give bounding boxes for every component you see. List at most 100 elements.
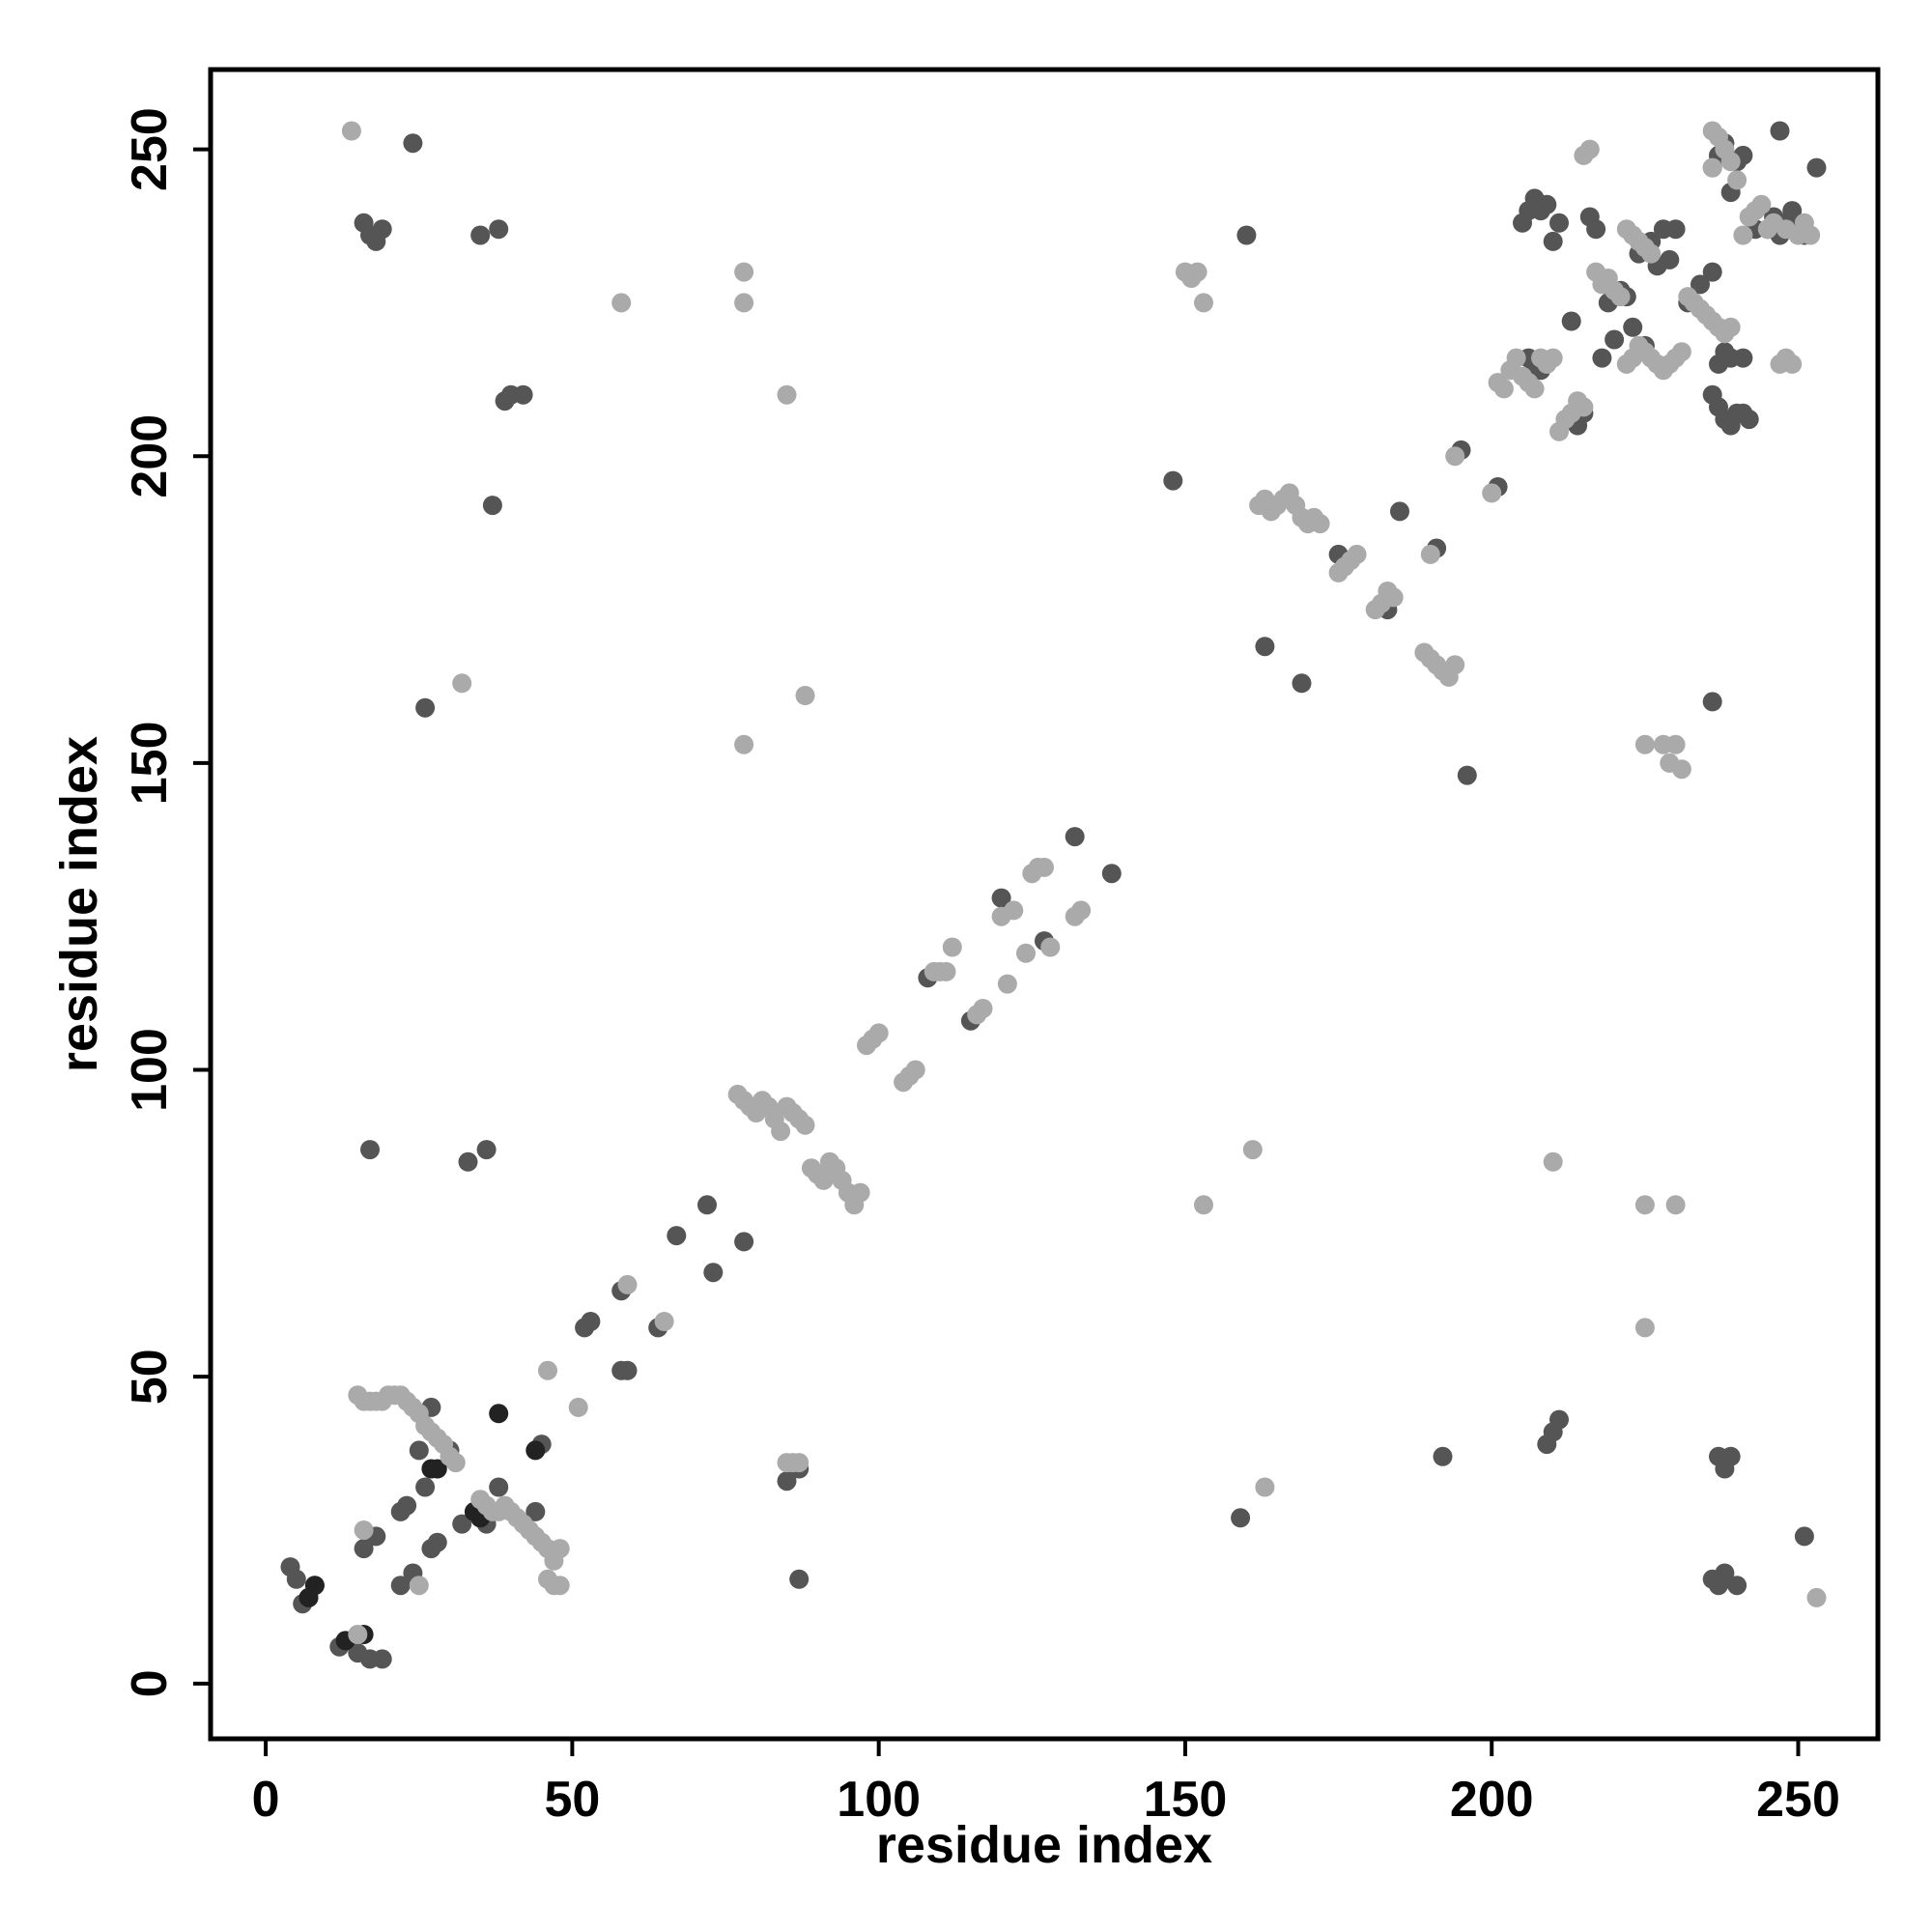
x-tick-label: 150 [1144,1772,1228,1828]
data-point [415,697,436,718]
data-point [1255,637,1275,657]
data-point [526,1440,546,1461]
data-point [360,1140,380,1160]
y-axis-title: residue index [50,736,108,1072]
data-point [1543,231,1563,251]
data-point [550,1576,570,1596]
data-point [1702,692,1722,712]
data-point [304,1576,325,1596]
data-point [415,1477,436,1497]
data-point [1493,379,1514,399]
data-point [734,262,754,282]
y-axis: 0 50 100 150 200 250 [122,107,211,1697]
data-point [1751,194,1772,214]
x-tick-label: 50 [544,1772,600,1828]
data-point [789,1453,810,1473]
data-point [452,673,472,694]
data-point [611,293,632,313]
data-point [427,1459,447,1479]
data-point [390,1576,411,1596]
data-point [1665,734,1686,754]
data-point [513,384,533,405]
data-point [1592,348,1612,368]
data-point [476,1140,497,1160]
data-point [1420,544,1440,564]
data-point [372,219,392,240]
data-point [905,1060,925,1080]
y-tick-label: 100 [122,1028,178,1112]
data-point [1634,1318,1655,1338]
data-point [617,1360,638,1380]
data-point [1163,470,1183,491]
data-point [538,1360,557,1380]
data-point [1543,348,1563,368]
data-point [1720,1446,1741,1466]
data-point [1016,943,1036,963]
data-point [1671,759,1691,780]
data-point [1720,152,1741,172]
data-point [1782,201,1803,221]
data-point [489,1477,509,1497]
y-tick-label: 50 [122,1349,178,1405]
data-point [795,1115,815,1135]
data-point [734,734,754,754]
data-point [1231,1508,1251,1528]
data-point [1720,317,1741,337]
y-tick-label: 150 [122,722,178,806]
data-point [1671,342,1691,362]
data-point [581,1312,601,1331]
data-point [1586,219,1606,240]
data-point [1806,1587,1827,1607]
data-point [348,1625,368,1644]
data-point [1574,397,1594,417]
data-point [470,225,491,245]
data-point [789,1569,810,1589]
data-point [1733,348,1753,368]
data-point [1292,673,1312,694]
data-point [1561,311,1581,331]
y-tick-label: 250 [122,107,178,191]
data-point [771,1122,791,1142]
data-point [427,1532,447,1552]
data-point [1543,1151,1563,1172]
data-point [795,686,815,705]
data-point [403,133,423,154]
data-point [1194,293,1213,313]
data-point [1242,1140,1263,1160]
data-point [734,293,754,313]
data-point [868,1023,889,1043]
data-point [777,1471,797,1492]
data-point [1065,827,1085,847]
data-point [1187,262,1208,282]
data-point [1770,121,1790,141]
data-point [1782,354,1803,374]
data-point [354,1539,374,1559]
data-point [1071,900,1092,921]
data-point [734,1232,754,1252]
data-point [1549,1409,1569,1430]
data-point [997,974,1017,994]
data-point [1524,379,1545,399]
data-point [1801,225,1821,245]
data-point [1445,446,1465,467]
data-point [654,1312,674,1331]
points-layer [280,121,1827,1669]
data-point [452,1514,472,1534]
x-tick-label: 100 [837,1772,921,1828]
data-point [1660,249,1680,270]
x-axis-title: residue index [876,1816,1212,1874]
data-point [1255,1477,1275,1497]
data-point [1665,219,1686,240]
data-point [1727,170,1747,190]
data-point [1482,483,1502,503]
data-point [1579,139,1600,159]
x-axis: 0 50 100 150 200 250 [252,1739,1840,1828]
data-point [1665,1195,1686,1215]
data-point [1383,587,1404,608]
data-point [458,1151,478,1172]
data-point [697,1195,717,1215]
data-point [1035,857,1054,877]
data-point [942,937,962,957]
data-point [1236,225,1257,245]
data-point [813,1170,834,1190]
